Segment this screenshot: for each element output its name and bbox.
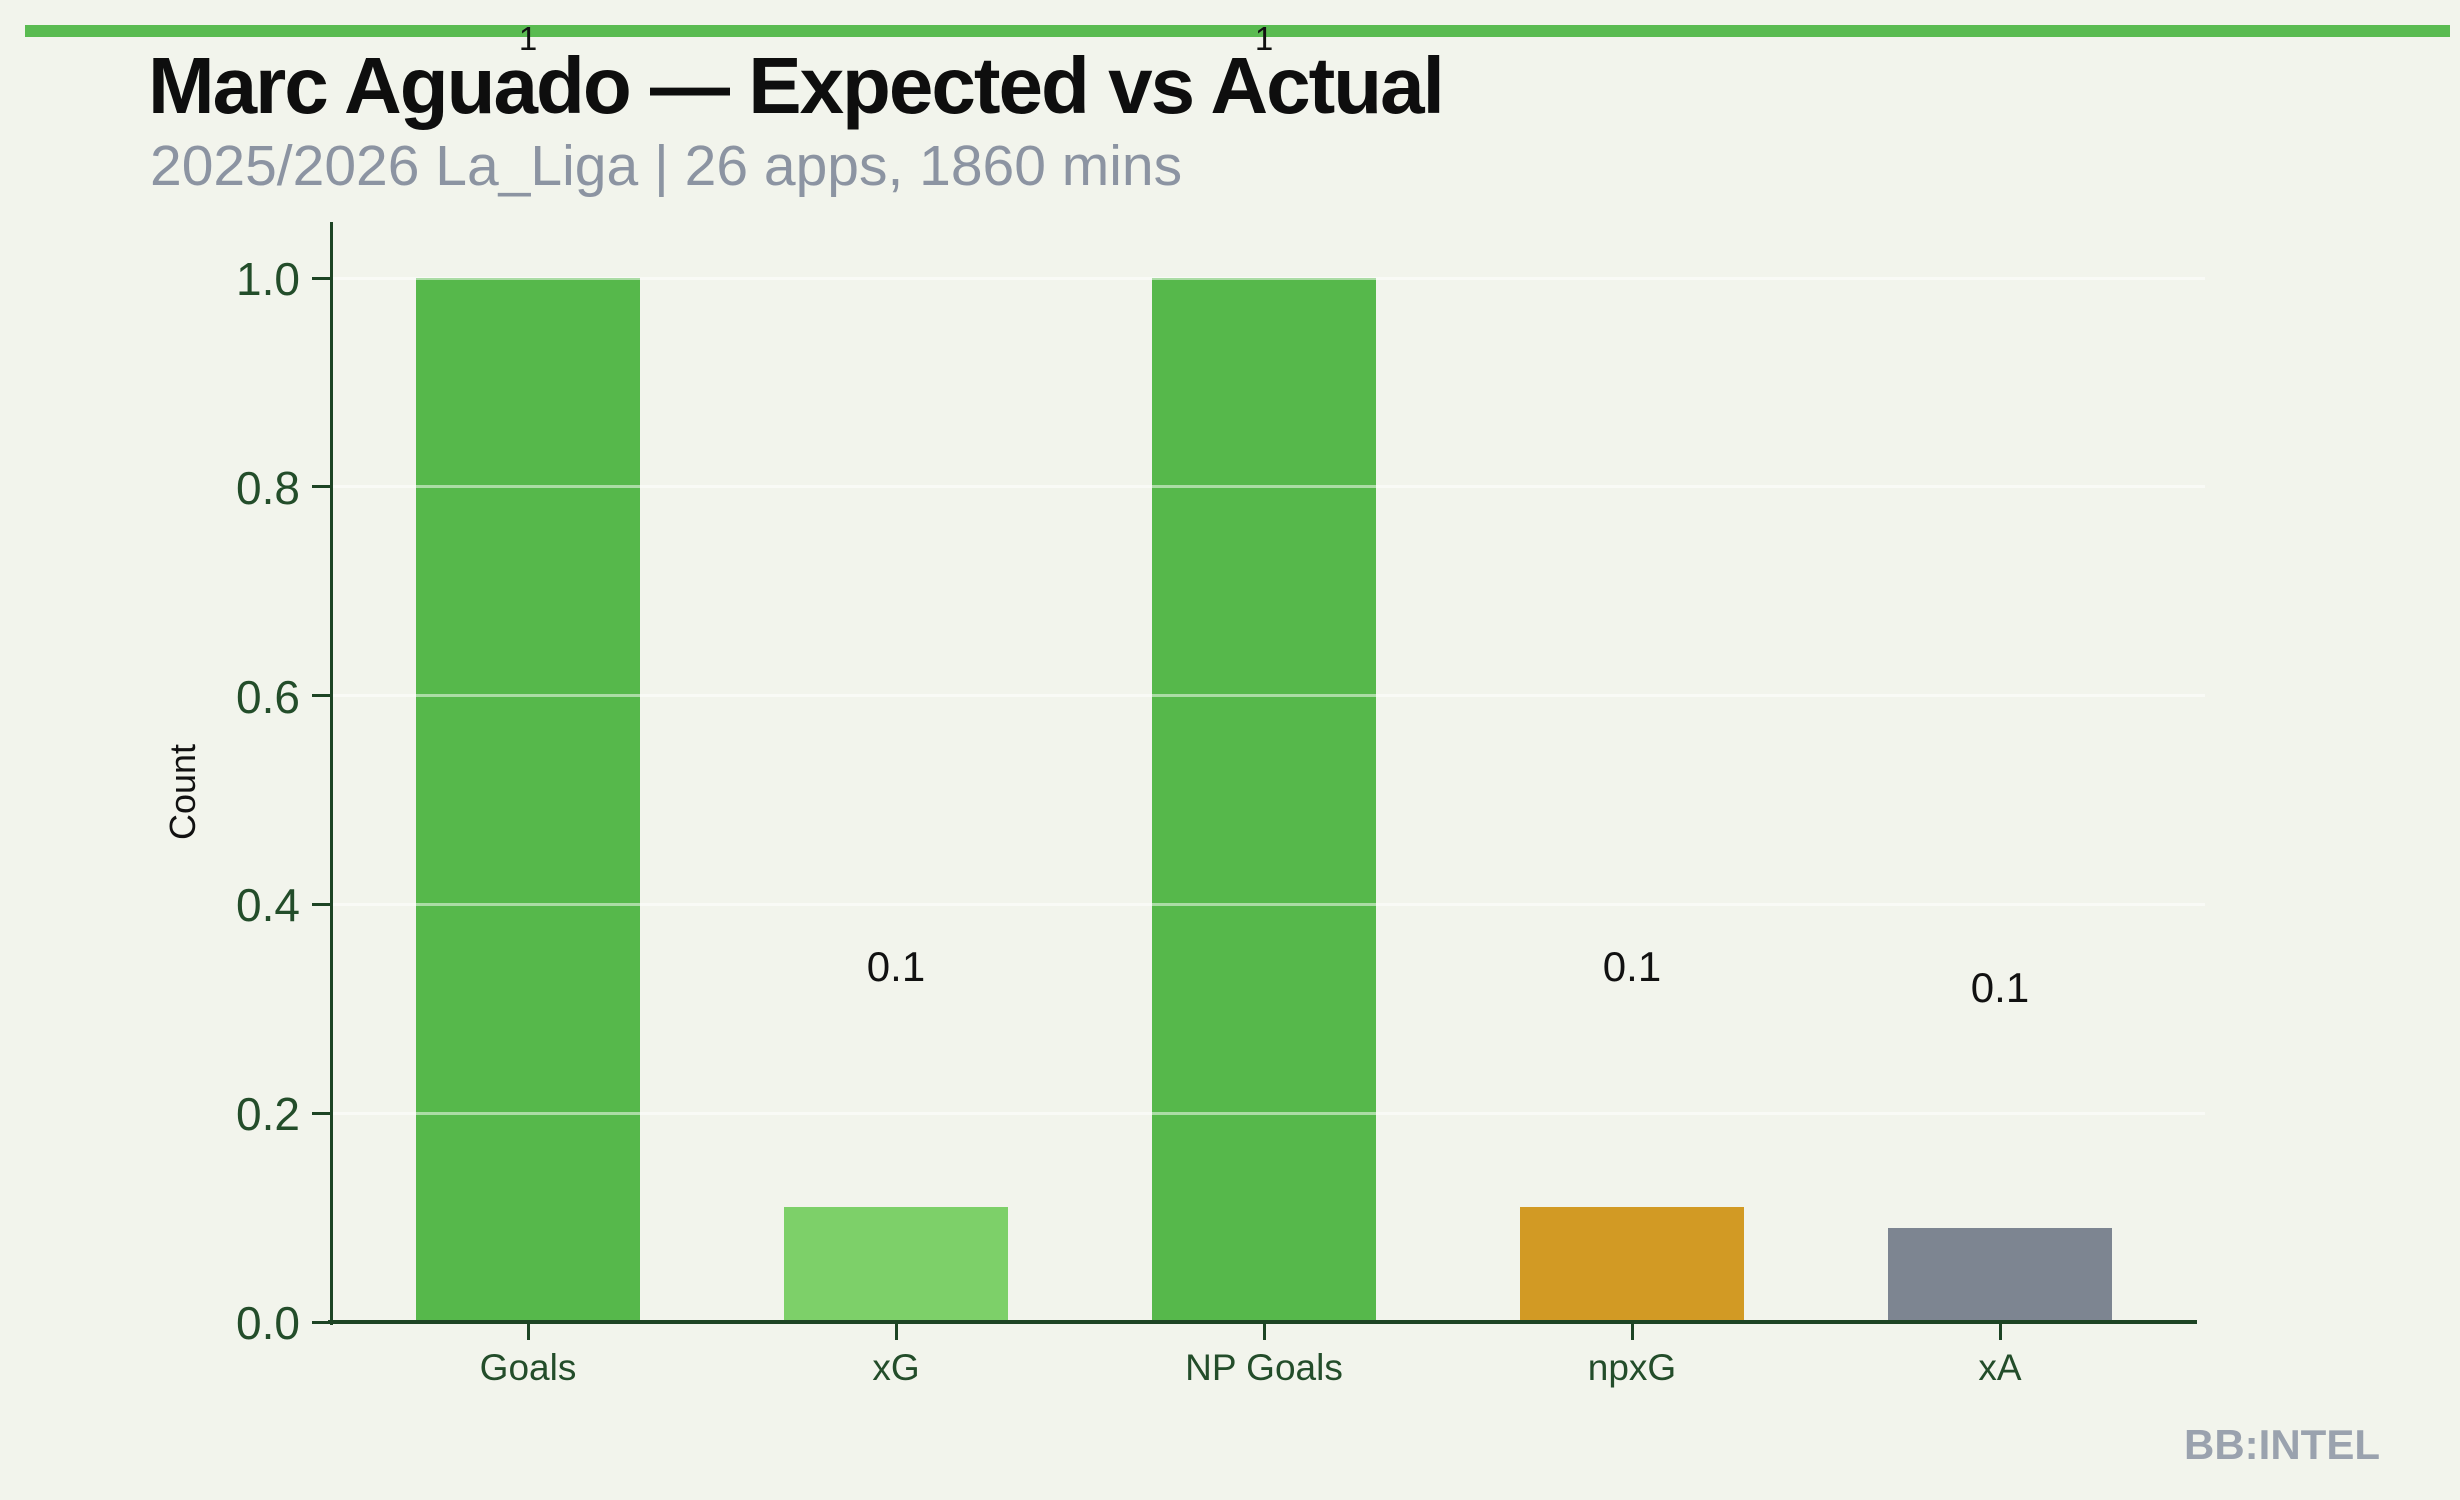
x-tick-mark xyxy=(1998,1322,2002,1340)
x-axis-spine xyxy=(328,1320,2197,1324)
gridline xyxy=(330,694,2205,698)
y-tick-label: 0.2 xyxy=(236,1088,300,1141)
x-tick-label: xG xyxy=(872,1347,920,1388)
x-tick-mark xyxy=(1630,1322,1634,1340)
bar-xg xyxy=(784,1207,1008,1322)
watermark: BB:INTEL xyxy=(2184,1421,2380,1468)
y-tick-label: 0.4 xyxy=(236,879,300,932)
bar-value-label: 0.1 xyxy=(1602,943,1662,991)
y-tick-label: 0.6 xyxy=(236,670,300,723)
y-tick-mark xyxy=(312,902,330,906)
bar-value-label: 0.1 xyxy=(1970,964,2030,1012)
y-tick-label: 0.0 xyxy=(236,1297,300,1349)
x-tick-label: xA xyxy=(1978,1347,2022,1388)
top-accent-bar xyxy=(25,25,2450,37)
y-tick-label: 0.8 xyxy=(236,461,300,514)
bar-xa xyxy=(1888,1228,2112,1322)
bar-value-label: 1 xyxy=(518,19,538,57)
bar-np-goals xyxy=(1152,278,1376,1322)
y-tick-mark xyxy=(312,276,330,280)
y-tick-mark xyxy=(312,1111,330,1115)
x-tick-mark xyxy=(526,1322,530,1340)
gridline xyxy=(330,1111,2205,1115)
x-tick-mark xyxy=(1262,1322,1266,1340)
gridline xyxy=(330,276,2205,280)
x-tick-label: NP Goals xyxy=(1185,1347,1343,1388)
gridline xyxy=(330,902,2205,906)
y-tick-label: 1.0 xyxy=(236,253,300,305)
y-tick-mark xyxy=(312,694,330,698)
chart-title: Marc Aguado — Expected vs Actual xyxy=(148,41,1445,130)
bar-value-label: 0.1 xyxy=(866,943,926,991)
bar-npxg xyxy=(1520,1207,1744,1322)
y-tick-mark xyxy=(312,1320,330,1324)
y-axis-spine xyxy=(330,222,333,1325)
gridline xyxy=(330,485,2205,489)
x-tick-label: Goals xyxy=(479,1347,577,1388)
x-tick-label: npxG xyxy=(1587,1347,1677,1388)
chart-subtitle: 2025/2026 La_Liga | 26 apps, 1860 mins xyxy=(150,134,1183,198)
bar-value-label: 1 xyxy=(1254,19,1274,57)
bar-goals xyxy=(416,278,640,1322)
y-tick-mark xyxy=(312,485,330,489)
x-tick-mark xyxy=(894,1322,898,1340)
